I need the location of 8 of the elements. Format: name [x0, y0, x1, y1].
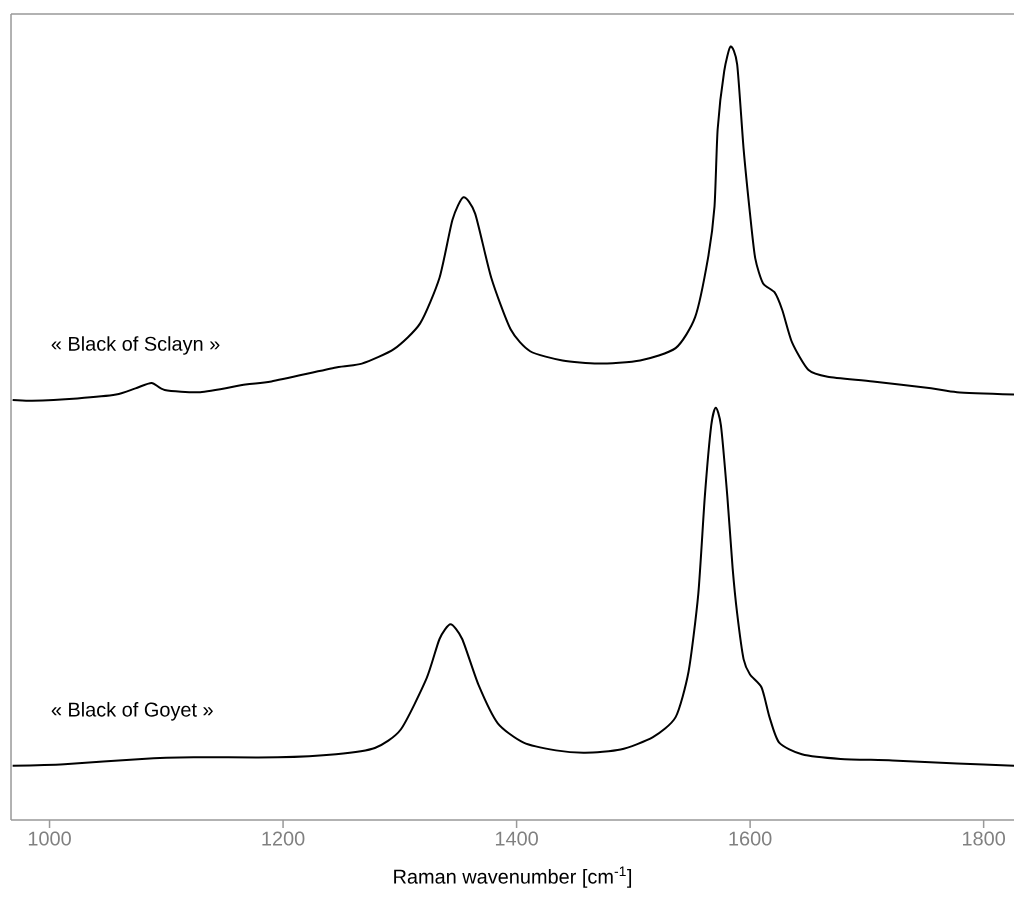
x-axis-title: Raman wavenumber [cm$^{-1}$]: [394, 866, 632, 888]
x-tick-label: 1000: [28, 831, 71, 846]
x-tick-label: 1400: [495, 831, 538, 846]
x-tick-label: 1600: [729, 831, 772, 846]
series-label: « Black of Goyet »: [51, 702, 213, 721]
series-label: « Black of Sclayn »: [51, 336, 220, 355]
x-tick-label: 1800: [962, 831, 1006, 846]
x-tick-label: 1200: [262, 831, 305, 846]
